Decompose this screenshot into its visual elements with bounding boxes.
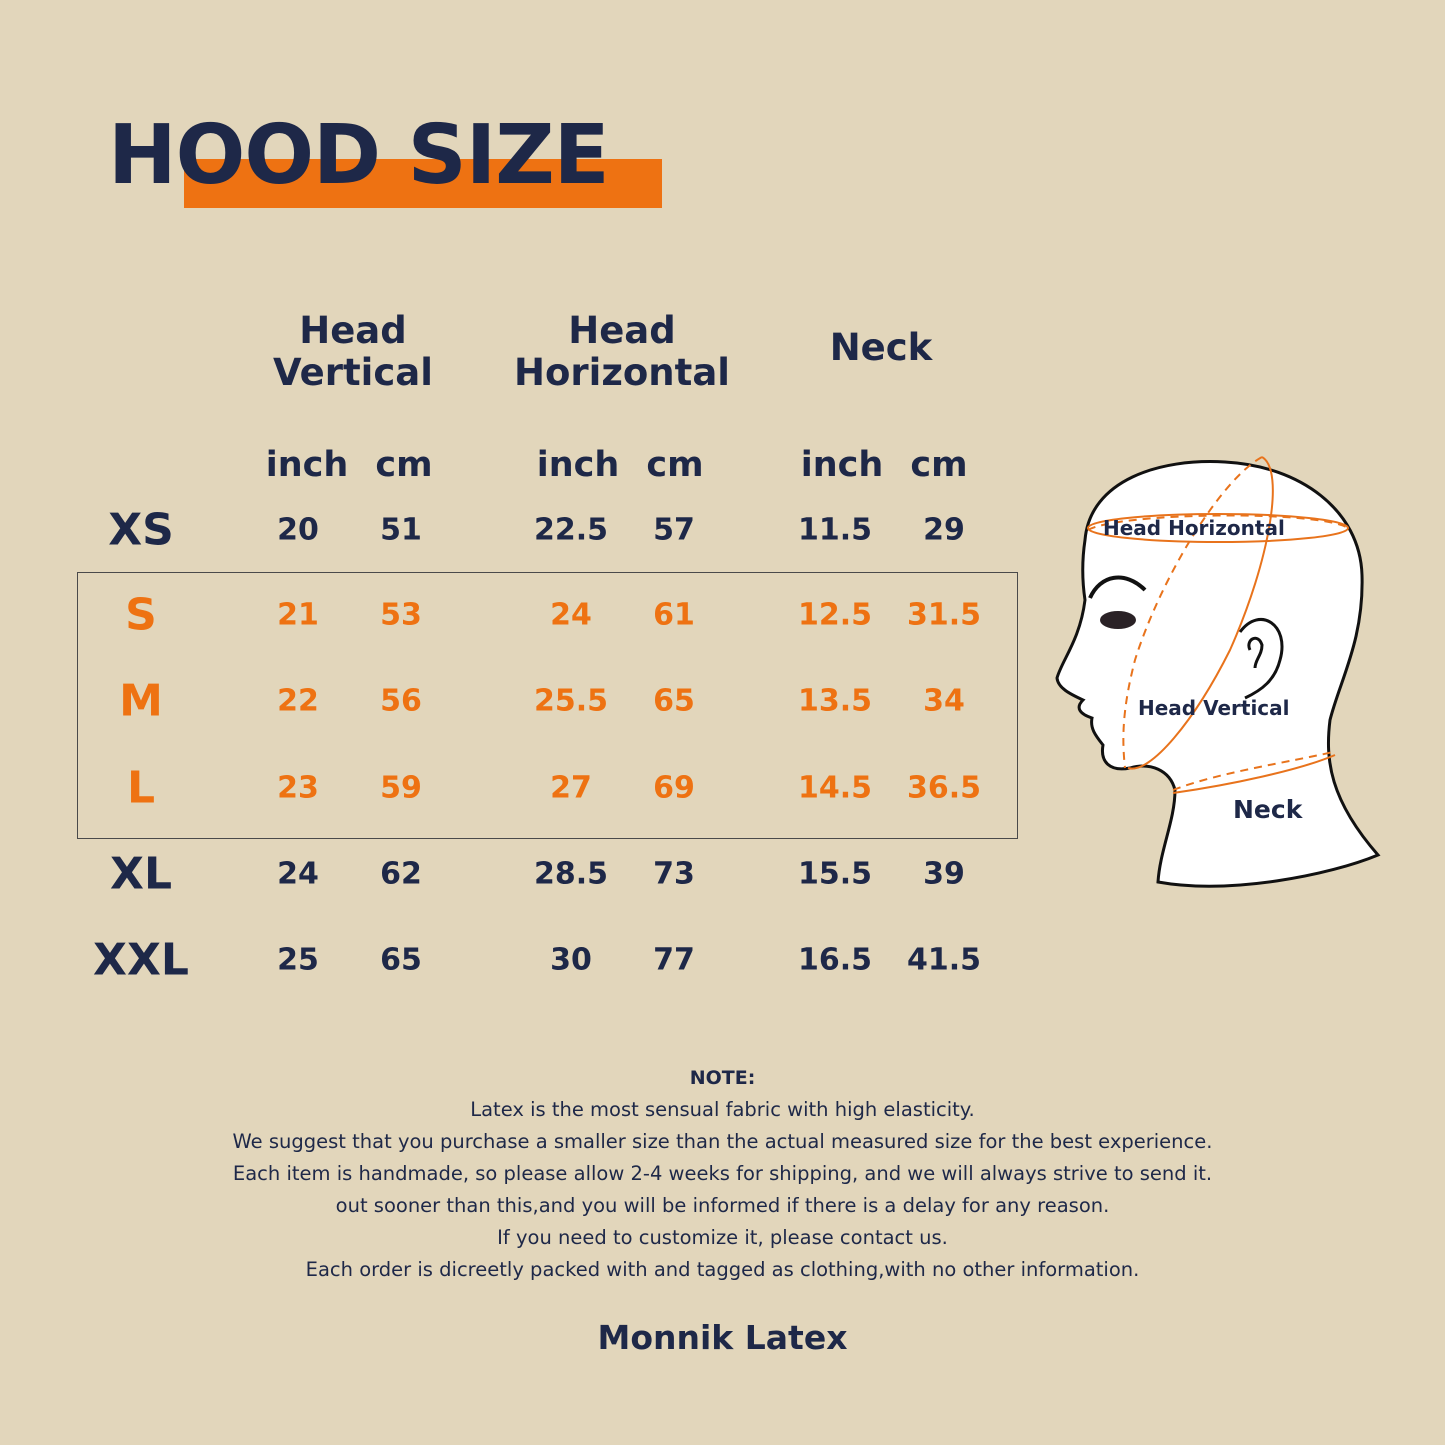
size-value-cell: 16.5	[797, 942, 873, 978]
size-value-cell: 25	[277, 942, 319, 978]
size-value-cell: 30	[550, 942, 592, 978]
recommended-sizes-box	[77, 572, 1018, 839]
size-value-cell: 57	[653, 512, 695, 548]
size-value-cell: 28.5	[533, 856, 609, 892]
size-value-cell: 36.5	[906, 770, 982, 806]
note-line: Each order is dicreetly packed with and …	[305, 1258, 1140, 1281]
size-value-cell: 59	[380, 770, 422, 806]
header-line: Horizontal	[514, 351, 730, 394]
size-value-cell: 21	[277, 597, 319, 633]
diagram-label-neck: Neck	[1233, 795, 1304, 824]
unit-label: inch	[265, 445, 349, 485]
size-value-cell: 24	[550, 597, 592, 633]
size-value-cell: 62	[380, 856, 422, 892]
ear	[1238, 618, 1284, 700]
note-line: If you need to customize it, please cont…	[497, 1226, 948, 1249]
size-value-cell: 56	[380, 683, 422, 719]
unit-label: inch	[536, 445, 620, 485]
size-value-cell: 31.5	[906, 597, 982, 633]
size-value-cell: 13.5	[797, 683, 873, 719]
size-label: M	[119, 675, 163, 727]
size-label: S	[125, 589, 157, 641]
header-line: Head	[568, 309, 676, 352]
head-horizontal-line	[1087, 513, 1349, 543]
title-underline-bar	[184, 159, 662, 208]
unit-label: cm	[375, 445, 433, 485]
size-value-cell: 34	[923, 683, 965, 719]
size-value-cell: 25.5	[533, 683, 609, 719]
note-section: NOTE: Latex is the most sensual fabric w…	[0, 1062, 1445, 1286]
header-line: Head	[299, 309, 407, 352]
note-line: Each item is handmade, so please allow 2…	[232, 1162, 1213, 1185]
unit-label: cm	[910, 445, 968, 485]
size-value-cell: 65	[653, 683, 695, 719]
size-value-cell: 41.5	[906, 942, 982, 978]
brand-name: Monnik Latex	[597, 1318, 848, 1357]
header-line: Vertical	[273, 351, 433, 394]
head-vertical-line	[1127, 456, 1274, 770]
size-value-cell: 14.5	[797, 770, 873, 806]
size-value-cell: 20	[277, 512, 319, 548]
note-line: Latex is the most sensual fabric with hi…	[470, 1098, 975, 1121]
size-label: XXL	[93, 934, 189, 986]
eye-icon	[1100, 611, 1136, 629]
size-label: L	[126, 762, 156, 814]
column-header-neck: Neck	[731, 327, 1031, 369]
eyebrow	[1088, 575, 1147, 599]
size-value-cell: 69	[653, 770, 695, 806]
size-value-cell: 77	[653, 942, 695, 978]
size-value-cell: 73	[653, 856, 695, 892]
size-value-cell: 12.5	[797, 597, 873, 633]
diagram-label-head-vertical: Head Vertical	[1138, 696, 1290, 720]
column-header-head-vertical: Head Vertical	[203, 310, 503, 394]
size-value-cell: 39	[923, 856, 965, 892]
size-value-cell: 53	[380, 597, 422, 633]
note-line: out sooner than this,and you will be inf…	[335, 1194, 1110, 1217]
header-line: Neck	[829, 326, 933, 369]
unit-label: cm	[646, 445, 704, 485]
neck-line	[1172, 754, 1336, 794]
note-heading: NOTE:	[689, 1067, 756, 1089]
size-value-cell: 29	[923, 512, 965, 548]
unit-label: inch	[800, 445, 884, 485]
size-value-cell: 22	[277, 683, 319, 719]
diagram-label-head-horizontal: Head Horizontal	[1103, 516, 1285, 540]
size-value-cell: 11.5	[797, 512, 873, 548]
page-title: HOOD SIZE	[108, 108, 610, 203]
head-measurement-diagram: Head Horizontal Head Vertical Neck	[1055, 456, 1381, 888]
size-value-cell: 51	[380, 512, 422, 548]
column-header-head-horizontal: Head Horizontal	[472, 310, 772, 394]
size-value-cell: 15.5	[797, 856, 873, 892]
size-value-cell: 65	[380, 942, 422, 978]
size-value-cell: 24	[277, 856, 319, 892]
size-value-cell: 27	[550, 770, 592, 806]
size-value-cell: 23	[277, 770, 319, 806]
size-value-cell: 22.5	[533, 512, 609, 548]
note-line: We suggest that you purchase a smaller s…	[232, 1130, 1213, 1153]
size-label: XL	[110, 848, 172, 900]
size-value-cell: 61	[653, 597, 695, 633]
size-label: XS	[108, 504, 174, 556]
